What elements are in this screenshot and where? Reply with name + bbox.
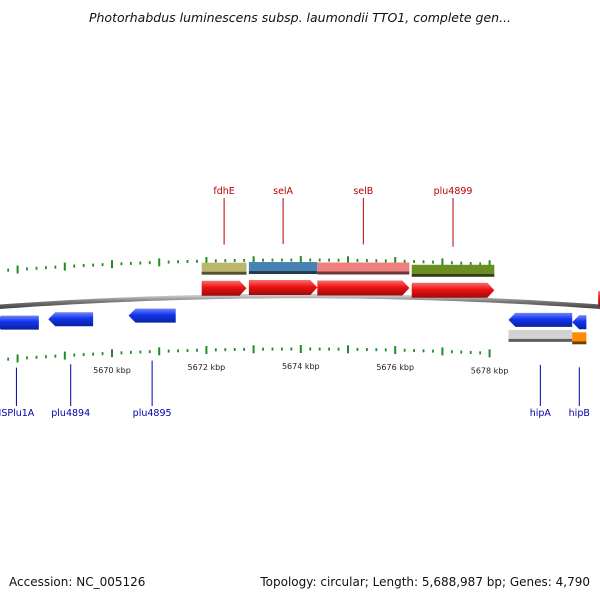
cds-bar-selA [248, 262, 318, 275]
cds-bar-fdhE [201, 262, 247, 275]
chromosome-backbone [0, 293, 600, 309]
gene-arrow-plu4899 [411, 282, 495, 298]
scale-label-5678: 5678 kbp [471, 366, 509, 375]
gene-arrow-ISPlu1A [0, 315, 39, 330]
gene-label-selB: selB [353, 186, 373, 197]
cds-bar-hipB [572, 332, 587, 345]
gene-arrow-plu4895 [128, 308, 176, 323]
topology-label: Topology: circular; Length: 5,688,987 bp… [260, 575, 590, 589]
cds-shadow [411, 273, 495, 277]
cds-fill [248, 262, 318, 272]
cds-bar-plu4899 [411, 264, 495, 277]
gene-label-selA: selA [273, 186, 293, 197]
scale-label-5672: 5672 kbp [188, 363, 226, 372]
cds-fill [572, 332, 587, 342]
scale-label-5674: 5674 kbp [282, 362, 320, 371]
gene-label-hipA: hipA [530, 408, 552, 419]
forward-tick-row [7, 256, 491, 274]
cds-shadow [248, 271, 318, 275]
gene-label-plu4895: plu4895 [133, 408, 172, 419]
cds-fill [317, 262, 410, 272]
gene-arrow-selA [248, 280, 318, 296]
gene-label-ISPlu1A: ISPlu1A [0, 408, 35, 419]
accession-label: Accession: NC_005126 [9, 575, 146, 589]
gene-arrow-hipA [508, 312, 573, 327]
cds-shadow [201, 271, 247, 275]
cds-fill [411, 264, 495, 274]
gene-label-plu4894: plu4894 [51, 408, 90, 419]
gene-arrow-fdhE [201, 280, 247, 296]
gene-arrow-hipB [572, 315, 587, 330]
gene-label-fdhE: fdhE [213, 186, 234, 197]
gene-arrow-selB [317, 280, 410, 296]
cds-fill [508, 329, 573, 339]
reverse-tick-row [7, 345, 491, 363]
gene-label-plu4899: plu4899 [434, 186, 473, 197]
gene-label-hipB: hipB [569, 408, 590, 419]
cds-bar-hipA [508, 329, 573, 342]
gene-arrow-plu4894 [48, 312, 94, 327]
cds-fill [201, 262, 247, 272]
scale-label-5676: 5676 kbp [376, 363, 414, 372]
cds-shadow [317, 271, 410, 275]
cds-shadow [572, 341, 587, 345]
cds-bar-selB [317, 262, 410, 275]
cds-shadow [508, 338, 573, 342]
map-title: Photorhabdus luminescens subsp. laumondi… [88, 10, 512, 25]
scale-label-5670: 5670 kbp [93, 366, 131, 375]
